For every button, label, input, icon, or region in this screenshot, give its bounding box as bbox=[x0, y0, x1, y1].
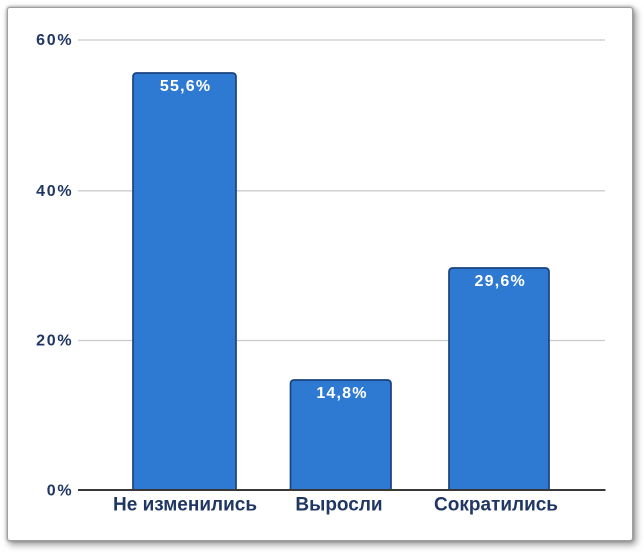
svg-text:14,8%: 14,8% bbox=[316, 385, 367, 402]
svg-text:29,6%: 29,6% bbox=[475, 273, 526, 290]
svg-text:0%: 0% bbox=[47, 482, 74, 499]
svg-text:40%: 40% bbox=[36, 183, 73, 200]
svg-text:Не изменились: Не изменились bbox=[113, 495, 257, 516]
svg-text:20%: 20% bbox=[36, 333, 73, 350]
svg-text:Сократились: Сократились bbox=[434, 495, 558, 516]
svg-text:55,6%: 55,6% bbox=[160, 78, 211, 95]
svg-text:Выросли: Выросли bbox=[295, 495, 382, 516]
svg-text:60%: 60% bbox=[36, 32, 73, 49]
